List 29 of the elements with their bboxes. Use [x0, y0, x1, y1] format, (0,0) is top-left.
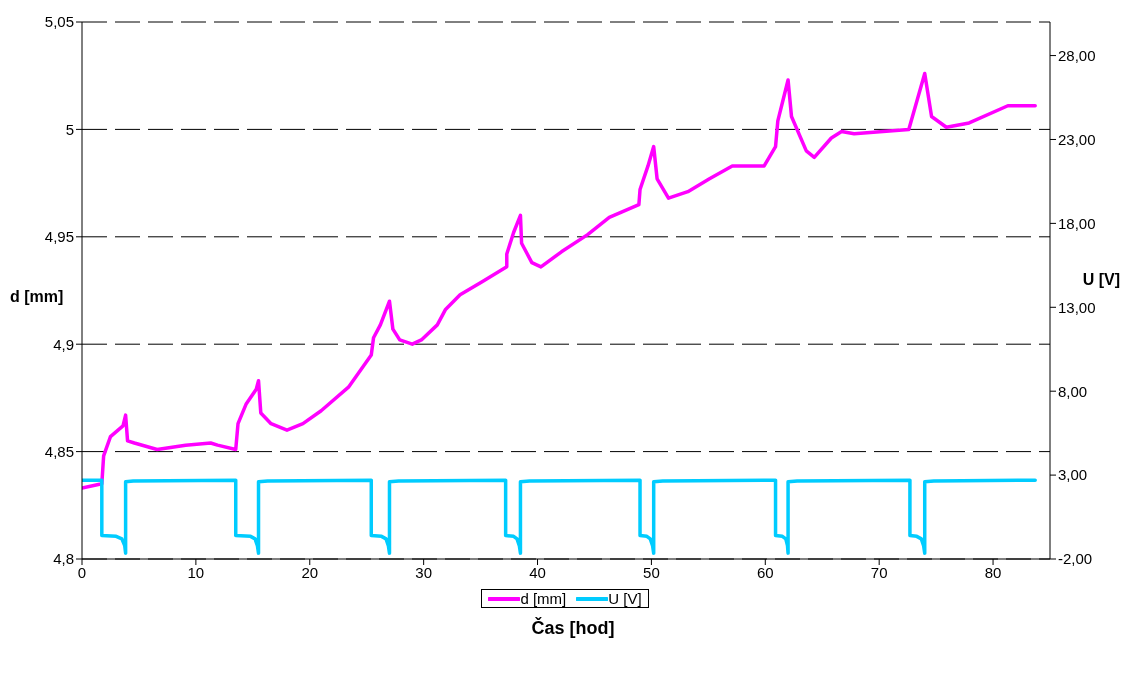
x-tick-label: 50: [643, 563, 660, 581]
y2-axis-title: U [V]: [1082, 271, 1120, 289]
line-series: [82, 71, 1037, 490]
y-tick-label: 4,8: [53, 550, 74, 568]
legend-label: d [mm]: [520, 590, 567, 607]
x-axis-title: Čas [hod]: [530, 618, 616, 639]
y2-tick-label: 3,00: [1058, 466, 1088, 484]
y-tick-label: 4,9: [53, 335, 74, 353]
x-tick-label: 60: [756, 563, 774, 581]
y2-tick-label: 18,00: [1058, 214, 1096, 232]
x-tick-label: 30: [415, 563, 432, 581]
legend-label: U [V]: [608, 590, 642, 607]
y2-tick-label: 28,00: [1058, 46, 1096, 64]
y-tick-label: 5,05: [44, 13, 74, 31]
x-tick-label: 40: [529, 563, 546, 581]
y-axis-title: d [mm]: [10, 288, 64, 306]
y2-tick-label: 8,00: [1058, 382, 1088, 400]
x-tick-label: 20: [301, 563, 319, 581]
y2-tick-label: 23,00: [1058, 130, 1096, 148]
y2-tick-label: -2,00: [1058, 550, 1093, 568]
y-tick-label: 5: [65, 120, 74, 138]
x-tick-label: 80: [984, 563, 1002, 581]
x-tick-label: 10: [187, 563, 205, 581]
y2-tick-label: 13,00: [1058, 298, 1096, 316]
y-tick-label: 4,95: [44, 228, 74, 246]
line-series: [82, 478, 1037, 555]
x-tick-label: 70: [870, 563, 888, 581]
x-tick-label: 0: [77, 563, 87, 581]
y-tick-label: 4,85: [44, 442, 74, 460]
